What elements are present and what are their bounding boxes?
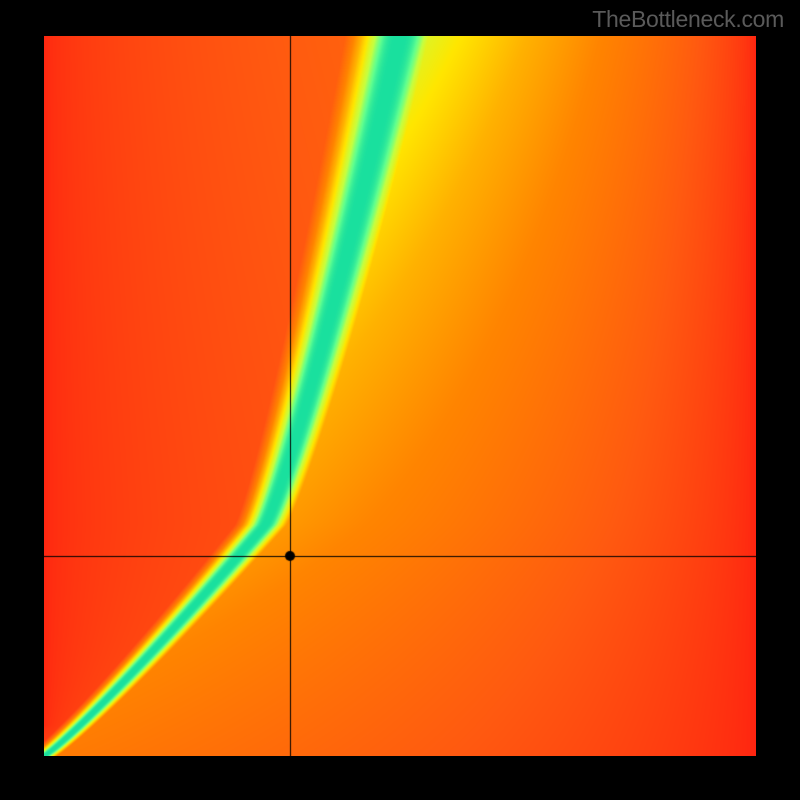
watermark-text: TheBottleneck.com xyxy=(592,6,784,33)
heatmap-canvas xyxy=(44,36,756,756)
bottleneck-heatmap xyxy=(44,36,756,756)
